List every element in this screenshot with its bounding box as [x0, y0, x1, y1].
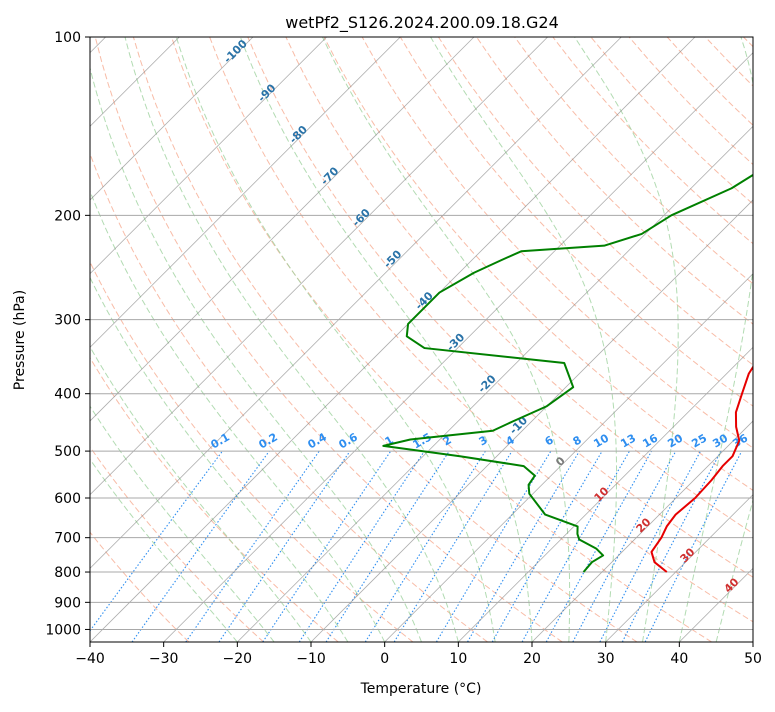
mixing-ratio-line [545, 450, 653, 642]
isotherm-line [90, 37, 327, 275]
dry-adiabat-line [94, 37, 563, 642]
x-axis-ticks: −40 −30 −20 −10 0 10 20 30 40 50 [75, 642, 762, 667]
mixing-ratio-line [218, 450, 351, 642]
y-tick-label: 800 [54, 565, 81, 581]
dry-adiabat-line [90, 152, 488, 642]
isotherm-line [458, 346, 753, 642]
isotherm-line [531, 420, 753, 642]
dry-adiabat-line [90, 531, 190, 642]
y-tick-label: 100 [54, 30, 81, 46]
plot-frame [89, 36, 754, 643]
mixing-ratio-line [599, 450, 702, 642]
y-tick-label: 300 [54, 313, 81, 329]
moist-adiabat-line [90, 66, 422, 642]
x-tick-label: 20 [523, 651, 541, 667]
isotherm-line [90, 37, 401, 348]
y-axis-label: Pressure (hPa) [12, 290, 28, 390]
y-tick-label: 1000 [45, 622, 81, 638]
y-tick-label: 700 [54, 531, 81, 547]
dry-adiabat-line [438, 37, 753, 366]
x-axis-label: Temperature (°C) [360, 681, 482, 697]
y-axis-ticks: 100 200 300 400 500 600 700 800 900 1000 [45, 30, 90, 638]
dry-adiabat-line [361, 37, 753, 449]
dry-adiabat-line [90, 446, 264, 642]
moist-adiabat-line [90, 276, 349, 642]
mixing-ratio-line [262, 450, 392, 642]
y-tick-label: 400 [54, 387, 81, 403]
isotherm-line [237, 125, 753, 642]
x-tick-label: 10 [449, 651, 467, 667]
x-tick-label: −10 [296, 651, 326, 667]
isotherm-line [90, 37, 622, 569]
x-tick-label: −20 [223, 651, 253, 667]
mixing-ratio-line [131, 450, 270, 642]
moist-adiabat-line [175, 37, 496, 642]
isotherm-line [90, 37, 696, 642]
moist-adiabat-line [90, 189, 386, 642]
mixing-ratio-line [435, 450, 552, 642]
x-tick-label: −30 [149, 651, 179, 667]
dry-adiabat-line [209, 37, 753, 623]
profile-lines [382, 173, 753, 573]
moist-adiabat-line [322, 37, 571, 642]
mixing-ratio-line [185, 450, 320, 642]
mixing-ratio-line [572, 450, 677, 642]
y-tick-label: 200 [54, 208, 81, 224]
moist-adiabat-line [430, 37, 618, 642]
dry-adiabat-line [399, 37, 753, 407]
x-tick-label: 30 [597, 651, 615, 667]
dry-adiabat-line [247, 37, 753, 578]
dry-adiabat-line [285, 37, 753, 535]
moist-adiabat-line [239, 37, 533, 642]
mixing-ratio-line [325, 450, 450, 642]
y-tick-label: 600 [54, 491, 81, 507]
temperature-profile-line [650, 365, 753, 573]
mixing-ratio-line [644, 450, 743, 642]
moist-adiabat-line [124, 37, 459, 642]
isotherm-line [90, 37, 548, 496]
dewpoint-profile-line [382, 173, 753, 573]
mixing-ratio-line [393, 450, 513, 642]
isotherm-line [310, 199, 753, 642]
moist-adiabat-line [678, 37, 753, 642]
dry-adiabat-line [514, 37, 753, 285]
moist-adiabat-line [574, 37, 679, 642]
moist-adiabat-line [90, 345, 312, 642]
chart-title: wetPf2_S126.2024.200.09.18.G24 [285, 13, 559, 33]
moist-adiabat-line [90, 458, 238, 642]
x-tick-label: 40 [670, 651, 688, 667]
mixing-ratio-line [90, 450, 223, 632]
isotherm-line [384, 273, 753, 642]
x-tick-label: −40 [75, 651, 105, 667]
isotherm-line [90, 37, 475, 422]
y-tick-label: 900 [54, 595, 81, 611]
x-tick-label: 0 [380, 651, 389, 667]
x-tick-label: 50 [744, 651, 762, 667]
y-tick-label: 500 [54, 444, 81, 460]
isotherm-line [90, 37, 254, 201]
mixing-ratio-line [298, 450, 425, 642]
dry-adiabat-line [132, 37, 638, 642]
moist-adiabat-line [90, 405, 275, 642]
background-lines [90, 37, 753, 642]
isotherm-line [163, 52, 753, 642]
mixing-ratio-line [364, 450, 486, 642]
mixing-ratio-line [521, 450, 630, 642]
isotherm-line [605, 494, 753, 642]
